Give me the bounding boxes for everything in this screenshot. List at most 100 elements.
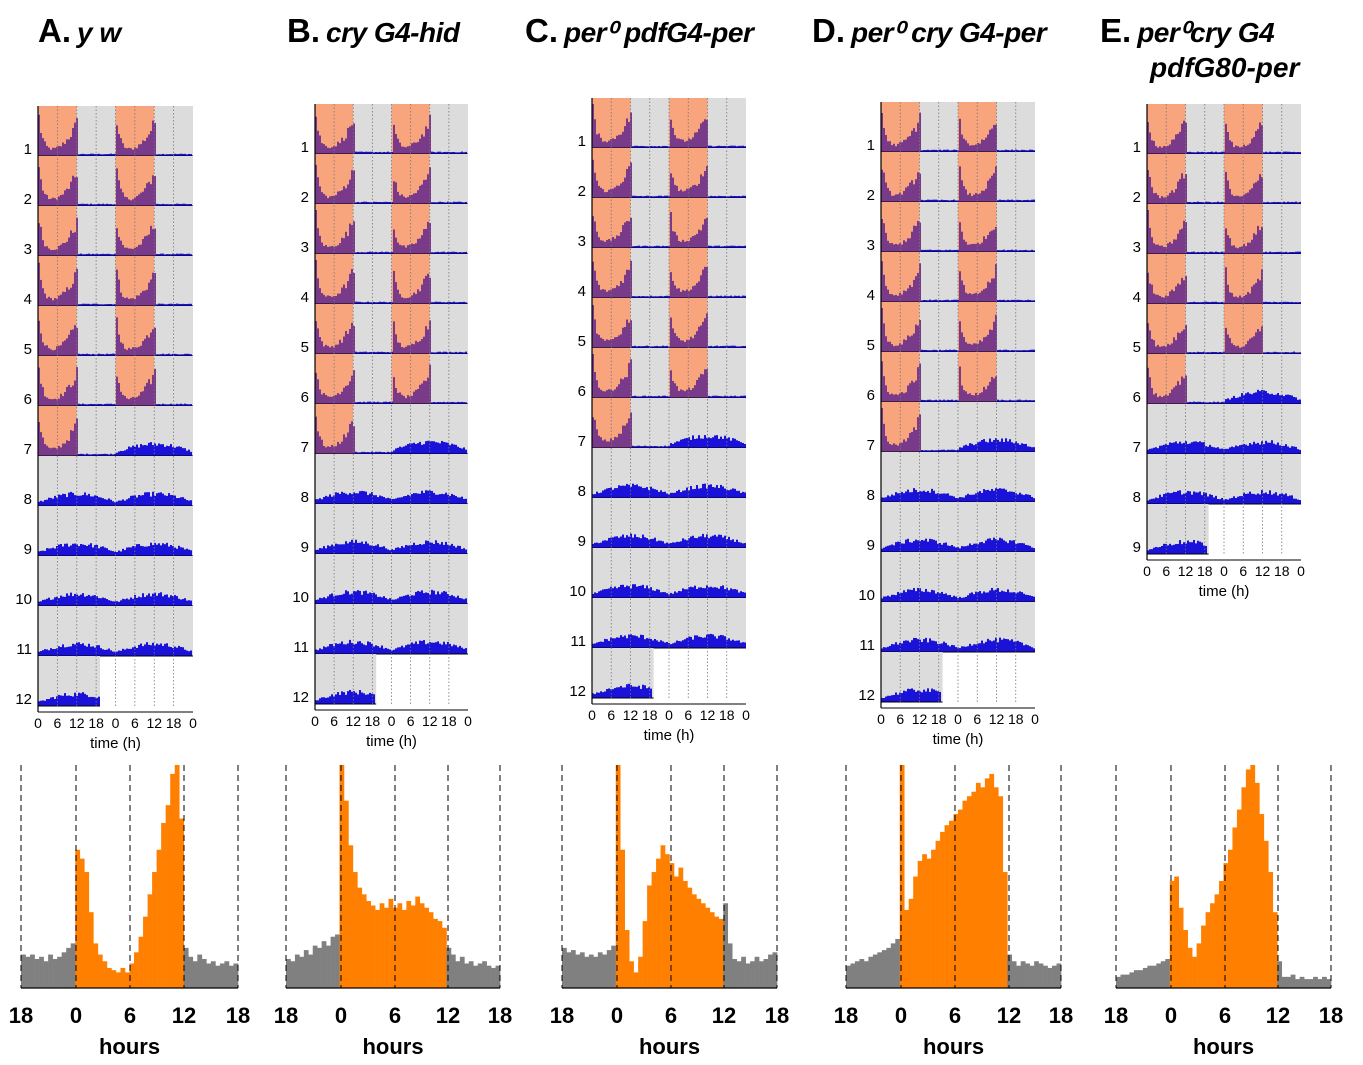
activity-bar (652, 640, 654, 648)
activity-bar (449, 152, 451, 154)
activity-bar (443, 151, 445, 154)
activity-bar (104, 304, 106, 306)
activity-bar (975, 144, 977, 152)
activity-bar (951, 449, 953, 452)
activity-bar (1009, 439, 1011, 452)
activity-bar (56, 199, 58, 206)
activity-bar (1227, 131, 1229, 154)
activity-bar (104, 547, 106, 556)
activity-bar (168, 254, 170, 256)
activity-bar (933, 450, 935, 452)
activity-bar (1191, 442, 1193, 454)
activity-bar (176, 548, 178, 556)
activity-bar (1193, 201, 1195, 204)
activity-bar (929, 538, 931, 552)
activity-bar (463, 402, 465, 404)
activity-bar (1285, 493, 1287, 504)
histogram-bar (106, 967, 112, 988)
activity-bar (1255, 131, 1257, 154)
activity-bar (1153, 547, 1155, 554)
activity-bar (1007, 349, 1009, 352)
activity-bar (907, 538, 909, 552)
activity-bar (343, 336, 345, 354)
activity-bar (78, 454, 80, 456)
activity-bar (90, 596, 92, 606)
activity-bar (949, 150, 951, 152)
activity-bar (1193, 441, 1195, 454)
activity-bar (64, 443, 66, 456)
activity-bar (1017, 150, 1019, 152)
activity-bar (919, 541, 921, 552)
activity-bar (598, 543, 600, 548)
activity-bar (40, 383, 42, 406)
activity-bar (1157, 195, 1159, 204)
activity-bar (614, 138, 616, 148)
activity-bar (80, 594, 82, 606)
activity-bar (110, 204, 112, 206)
activity-bar (652, 346, 654, 348)
activity-bar (391, 451, 393, 454)
activity-bar (100, 598, 102, 606)
activity-bar (1211, 301, 1213, 304)
activity-bar (1013, 299, 1015, 302)
activity-bar (672, 443, 674, 448)
activity-bar (413, 391, 415, 404)
activity-bar (664, 491, 666, 498)
activity-bar (658, 346, 660, 348)
activity-bar (1285, 301, 1287, 304)
histogram-bar (940, 831, 945, 988)
activity-bar (983, 386, 985, 402)
histogram-bar (665, 854, 670, 988)
activity-bar (933, 640, 935, 652)
activity-bar (1033, 648, 1035, 652)
activity-bar (975, 343, 977, 352)
activity-bar (1167, 296, 1169, 304)
activity-bar (182, 153, 184, 156)
activity-bar (349, 639, 351, 654)
activity-bar (407, 594, 409, 604)
activity-bar (947, 349, 949, 352)
activity-bar (973, 194, 975, 202)
activity-bar (327, 646, 329, 654)
activity-bar (672, 492, 674, 498)
activity-bar (716, 345, 718, 348)
activity-bar (58, 544, 60, 556)
activity-bar (682, 390, 684, 398)
activity-bar (351, 494, 353, 504)
activity-bar (927, 642, 929, 652)
activity-bar (343, 387, 345, 404)
activity-bar (463, 301, 465, 304)
histogram-bar (890, 943, 896, 988)
activity-bar (716, 587, 718, 598)
activity-bar (188, 600, 190, 606)
activity-bar (1025, 443, 1027, 452)
activity-bar (664, 642, 666, 648)
activity-bar (1285, 251, 1287, 254)
x-tick-label: 12 (989, 711, 1005, 727)
activity-bar (732, 539, 734, 548)
activity-bar (1279, 352, 1281, 354)
day-label: 6 (578, 383, 586, 400)
activity-bar (634, 446, 636, 448)
activity-bar (1261, 226, 1263, 254)
histogram-bar (486, 965, 492, 988)
activity-bar (365, 590, 367, 604)
activity-bar (628, 363, 630, 398)
activity-bar (140, 244, 142, 256)
activity-bar (993, 173, 995, 202)
activity-bar (893, 644, 895, 652)
activity-bar (939, 643, 941, 652)
activity-bar (1219, 152, 1221, 154)
activity-bar (186, 204, 188, 206)
activity-bar (1181, 544, 1183, 554)
activity-bar (1195, 441, 1197, 454)
activity-bar (427, 273, 429, 304)
activity-bar (694, 585, 696, 598)
activity-bar (156, 254, 158, 256)
activity-bar (897, 445, 899, 452)
activity-bar (457, 401, 459, 404)
activity-bar (897, 345, 899, 352)
activity-bar (1229, 238, 1231, 254)
activity-bar (60, 544, 62, 556)
x-tick-label: 18 (1197, 563, 1213, 579)
